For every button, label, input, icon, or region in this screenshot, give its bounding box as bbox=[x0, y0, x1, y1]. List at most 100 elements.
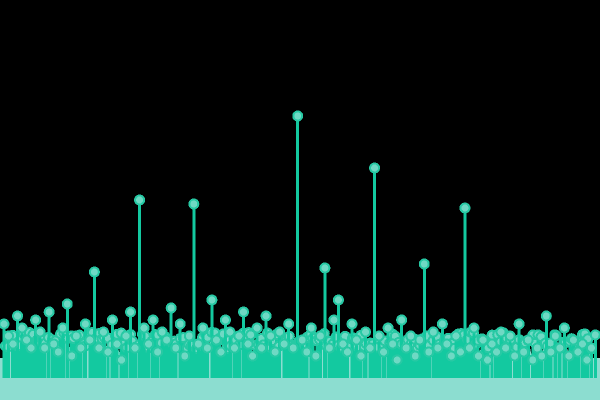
data-point-marker bbox=[373, 330, 385, 342]
data-point-marker bbox=[396, 314, 408, 326]
data-point-marker bbox=[0, 318, 10, 330]
data-point-marker bbox=[269, 346, 281, 358]
data-point-marker bbox=[129, 342, 141, 354]
data-point-marker bbox=[500, 342, 512, 354]
data-point-marker bbox=[391, 354, 403, 366]
data-point-marker bbox=[436, 318, 448, 330]
data-point-marker bbox=[423, 346, 435, 358]
data-point-marker bbox=[201, 342, 213, 354]
data-point-marker bbox=[106, 314, 118, 326]
baseline-area-solid bbox=[0, 378, 600, 400]
data-point-marker bbox=[39, 342, 51, 354]
markers-group bbox=[0, 110, 597, 366]
data-point-marker bbox=[116, 354, 127, 366]
data-point-marker bbox=[400, 342, 412, 354]
data-point-marker bbox=[554, 342, 566, 354]
data-point-marker bbox=[21, 334, 33, 346]
data-point-marker bbox=[16, 322, 28, 334]
data-point-marker bbox=[441, 338, 453, 350]
data-point-marker bbox=[504, 330, 516, 342]
data-point-marker bbox=[192, 338, 204, 350]
data-point-marker bbox=[57, 322, 69, 334]
data-point-marker bbox=[305, 322, 317, 334]
data-point-marker bbox=[328, 314, 340, 326]
data-point-marker bbox=[93, 342, 105, 354]
data-point-marker bbox=[323, 342, 335, 354]
data-point-marker bbox=[183, 330, 195, 342]
data-point-marker bbox=[161, 334, 173, 346]
data-point-marker bbox=[79, 318, 91, 330]
data-point-marker bbox=[355, 350, 367, 362]
data-point-marker bbox=[314, 330, 326, 342]
data-point-marker bbox=[30, 314, 42, 326]
data-point-marker bbox=[143, 338, 155, 350]
data-point-marker bbox=[445, 350, 457, 362]
data-point-marker bbox=[292, 110, 304, 122]
data-point-marker bbox=[228, 342, 240, 354]
data-point-marker bbox=[25, 342, 37, 354]
data-point-marker bbox=[337, 338, 349, 350]
data-point-marker bbox=[134, 194, 146, 206]
data-point-marker bbox=[382, 322, 394, 334]
data-point-marker bbox=[558, 322, 570, 334]
data-point-marker bbox=[34, 326, 46, 338]
data-point-marker bbox=[346, 318, 358, 330]
data-point-marker bbox=[572, 346, 584, 358]
data-point-marker bbox=[278, 338, 290, 350]
data-point-marker bbox=[260, 310, 272, 322]
data-point-marker bbox=[301, 346, 313, 358]
data-point-marker bbox=[350, 334, 362, 346]
data-point-marker bbox=[585, 342, 597, 354]
data-point-marker bbox=[274, 326, 286, 338]
data-point-marker bbox=[518, 346, 530, 358]
data-point-marker bbox=[3, 330, 15, 342]
data-point-marker bbox=[206, 294, 218, 306]
data-point-marker bbox=[251, 322, 263, 334]
data-point-marker bbox=[581, 354, 593, 366]
data-point-marker bbox=[531, 342, 543, 354]
data-point-marker bbox=[341, 346, 353, 358]
data-point-marker bbox=[477, 334, 489, 346]
data-point-marker bbox=[224, 326, 236, 338]
data-point-marker bbox=[576, 338, 588, 350]
data-point-marker bbox=[147, 314, 159, 326]
data-point-marker bbox=[242, 338, 254, 350]
data-point-marker bbox=[405, 330, 417, 342]
data-point-marker bbox=[188, 198, 200, 210]
data-point-marker bbox=[215, 346, 227, 358]
data-point-marker bbox=[513, 318, 525, 330]
data-point-marker bbox=[486, 338, 498, 350]
data-point-marker bbox=[360, 326, 372, 338]
data-point-marker bbox=[88, 266, 100, 278]
data-point-marker bbox=[152, 346, 164, 358]
data-point-marker bbox=[549, 330, 561, 342]
data-point-marker bbox=[509, 350, 521, 362]
data-point-marker bbox=[48, 338, 60, 350]
data-point-marker bbox=[459, 202, 471, 214]
data-point-marker bbox=[463, 342, 475, 354]
data-point-marker bbox=[482, 354, 494, 366]
data-point-marker bbox=[332, 294, 344, 306]
data-point-marker bbox=[589, 329, 600, 341]
data-point-marker bbox=[70, 330, 82, 342]
data-point-marker bbox=[473, 350, 484, 362]
data-point-marker bbox=[414, 334, 426, 346]
data-point-marker bbox=[427, 326, 439, 338]
data-point-marker bbox=[522, 334, 534, 346]
data-point-marker bbox=[432, 342, 444, 354]
data-point-marker bbox=[527, 354, 539, 366]
data-point-marker bbox=[233, 330, 245, 342]
data-point-marker bbox=[387, 338, 399, 350]
data-point-marker bbox=[450, 330, 462, 342]
data-point-marker bbox=[364, 342, 376, 354]
data-point-marker bbox=[310, 350, 322, 362]
data-point-marker bbox=[563, 350, 575, 362]
data-point-marker bbox=[296, 334, 308, 346]
data-point-marker bbox=[165, 302, 177, 314]
data-point-marker bbox=[247, 350, 259, 362]
data-point-marker bbox=[7, 338, 19, 350]
data-point-marker bbox=[540, 310, 552, 322]
data-point-marker bbox=[84, 334, 96, 346]
